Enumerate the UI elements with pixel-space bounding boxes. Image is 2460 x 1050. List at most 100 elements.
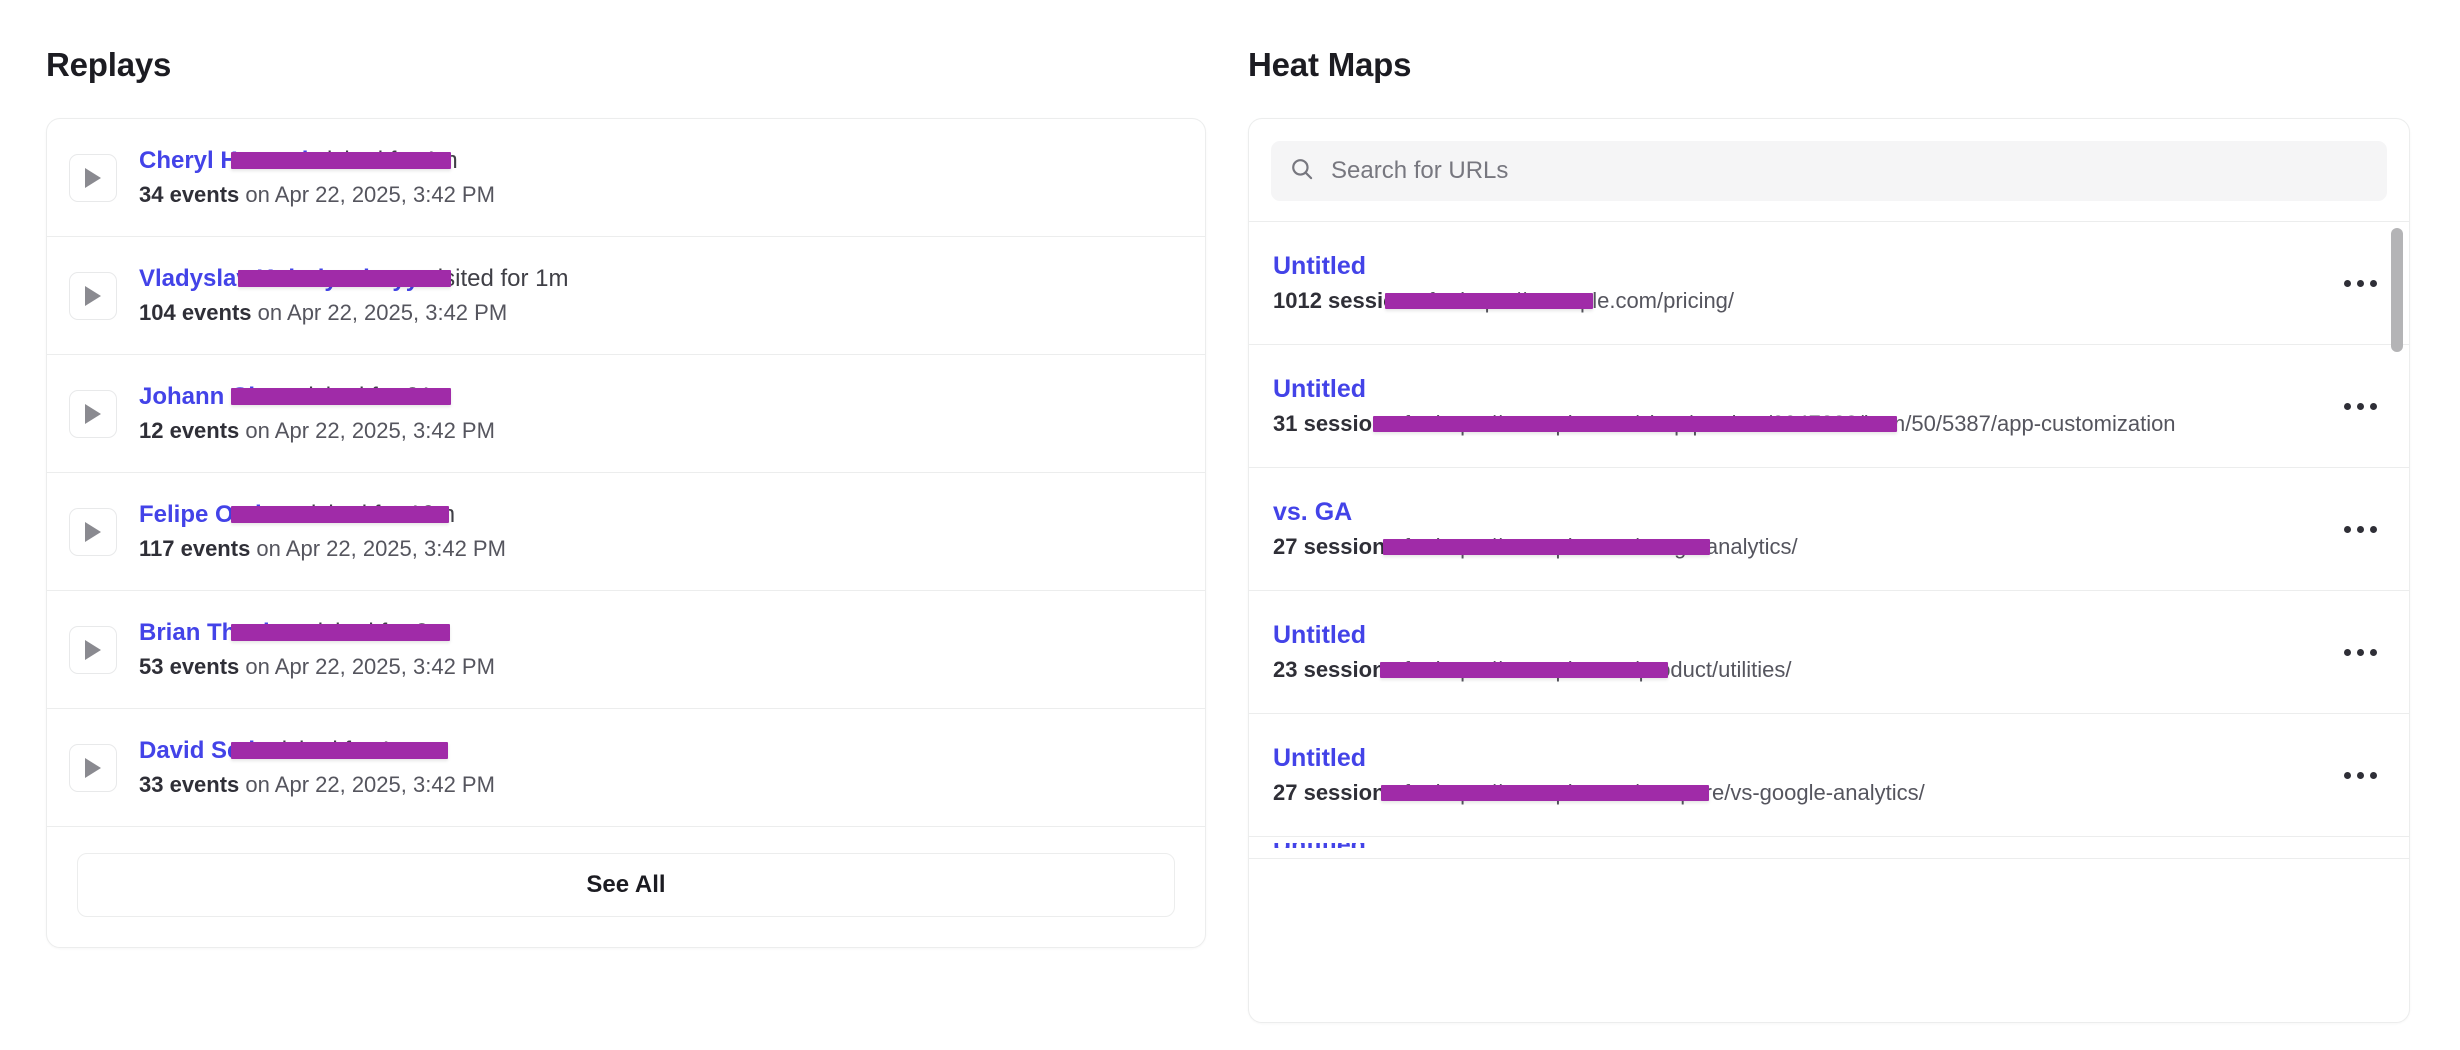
play-button[interactable]: [69, 743, 117, 792]
heatmap-url: https://example.com/product/utilities/: [1435, 657, 1792, 682]
play-button[interactable]: [69, 271, 117, 320]
replay-summary: David Seth visited for 1m: [139, 736, 1175, 766]
heatmap-for-label: for: [1397, 657, 1436, 682]
see-all-button[interactable]: See All: [77, 853, 1175, 917]
heatmap-for-label: for: [1397, 411, 1436, 436]
replay-row[interactable]: Cheryl Howard visited for 1m 34 events on…: [47, 119, 1205, 237]
play-icon: [82, 166, 104, 190]
replay-on-label: on: [239, 418, 275, 443]
replay-meta: 117 events on Apr 22, 2025, 3:42 PM: [139, 535, 1175, 563]
replay-text: Vladyslav Kolodyazhnyy visited for 1m 104…: [139, 264, 1175, 327]
heatmap-for-label: for: [1422, 288, 1461, 313]
replay-visited-label: visited for: [419, 265, 536, 292]
heatmap-title-link[interactable]: vs. GA: [1273, 498, 1353, 526]
heatmap-for-label: for: [1397, 534, 1436, 559]
replay-visited-label: visited for: [263, 737, 380, 764]
replay-summary: Brian Thacker visited for 2m: [139, 618, 1175, 648]
replay-event-count: 104 events: [139, 300, 252, 325]
heatmap-meta: 1012 sessions for https://example.com/pr…: [1273, 286, 2317, 316]
replay-summary: Cheryl Howard visited for 1m: [139, 146, 1175, 176]
replay-on-label: on: [239, 772, 275, 797]
replay-row[interactable]: Johann Cima visited for 21m 12 events on …: [47, 355, 1205, 473]
heatmaps-scrollbar-thumb[interactable]: [2391, 228, 2403, 352]
replays-list: Cheryl Howard visited for 1m 34 events on…: [47, 119, 1205, 827]
heatmap-row[interactable]: Untitled 31 sessions for https://example.…: [1249, 345, 2409, 468]
replay-row[interactable]: Vladyslav Kolodyazhnyy visited for 1m 104…: [47, 237, 1205, 355]
replay-visitor-name[interactable]: Vladyslav Kolodyazhnyy: [139, 265, 420, 292]
heatmaps-card: Untitled 1012 sessions for https://exampl…: [1248, 118, 2410, 1023]
replay-row[interactable]: David Seth visited for 1m 33 events on Ap…: [47, 709, 1205, 827]
overflow-menu-icon[interactable]: [2337, 755, 2383, 795]
heatmap-body: Untitled 1012 sessions for https://exampl…: [1273, 250, 2317, 316]
heatmap-body: Untitled 27 sessions for https://example.…: [1273, 742, 2317, 808]
heatmap-url: https://example.com/shop/product/0047283…: [1435, 411, 2176, 436]
overflow-menu-icon[interactable]: [2337, 263, 2383, 303]
replay-timestamp: Apr 22, 2025, 3:42 PM: [285, 536, 506, 561]
replay-event-count: 117 events: [139, 536, 251, 561]
heatmaps-scrollbar-track[interactable]: [2391, 222, 2403, 1022]
replay-event-count: 53 events: [139, 654, 240, 679]
see-all-container: See All: [47, 827, 1205, 947]
replay-on-label: on: [250, 536, 286, 561]
play-icon: [82, 284, 104, 308]
heatmap-row[interactable]: Untitled 1012 sessions for https://exampl…: [1249, 222, 2409, 345]
replay-visitor-name[interactable]: David Seth: [139, 737, 264, 764]
play-button[interactable]: [69, 507, 117, 556]
replay-summary: Felipe Ombre visited for 19m: [139, 500, 1175, 530]
overflow-menu-icon[interactable]: [2337, 632, 2383, 672]
replay-event-count: 34 events: [139, 182, 240, 207]
heatmap-title-link[interactable]: Untitled: [1273, 252, 1367, 280]
heatmap-url: https://example.com/pricing/: [1460, 288, 1735, 313]
play-icon: [82, 638, 104, 662]
replay-row[interactable]: Felipe Ombre visited for 19m 117 events o…: [47, 473, 1205, 591]
search-box[interactable]: [1271, 141, 2387, 201]
replay-timestamp: Apr 22, 2025, 3:42 PM: [287, 300, 508, 325]
play-icon: [82, 756, 104, 780]
heatmaps-column: Heat Maps Untitled 1012 sessions for http…: [1248, 0, 2428, 1050]
replay-text: Cheryl Howard visited for 1m 34 events on…: [139, 146, 1175, 209]
heatmap-for-label: for: [1397, 780, 1436, 805]
heatmap-row[interactable]: Untitled 27 sessions for https://example.…: [1249, 714, 2409, 837]
heatmap-title-link[interactable]: Untitled: [1273, 621, 1367, 649]
replay-row[interactable]: Brian Thacker visited for 2m 53 events on…: [47, 591, 1205, 709]
overflow-menu-icon[interactable]: [2337, 386, 2383, 426]
replay-duration: 1m: [379, 737, 413, 764]
replays-heading: Replays: [46, 46, 172, 83]
replay-duration: 21m: [405, 383, 453, 410]
heatmap-body: vs. GA 27 sessions for https://example.co…: [1273, 496, 2317, 562]
play-button[interactable]: [69, 389, 117, 438]
overflow-menu-icon[interactable]: [2337, 509, 2383, 549]
play-button[interactable]: [69, 153, 117, 202]
heatmap-title-link[interactable]: Untitled: [1273, 375, 1367, 403]
heatmap-title-link[interactable]: Untitled: [1273, 843, 2383, 848]
replay-text: Felipe Ombre visited for 19m 117 events o…: [139, 500, 1175, 563]
heatmap-meta: 27 sessions for https://example.com/usag…: [1273, 532, 2317, 562]
replay-visitor-name[interactable]: Brian Thacker: [139, 619, 300, 646]
replay-visitor-name[interactable]: Johann Cima: [139, 383, 290, 410]
replay-event-count: 12 events: [139, 418, 240, 443]
heatmap-body: Untitled 31 sessions for https://example.…: [1273, 373, 2317, 439]
replay-duration: 1m: [535, 265, 569, 292]
heatmap-row[interactable]: Untitled 23 sessions for https://example.…: [1249, 591, 2409, 714]
heatmap-meta: 27 sessions for https://example.com/comp…: [1273, 778, 2317, 808]
search-input[interactable]: [1331, 157, 2369, 185]
heatmap-row[interactable]: Untitled: [1249, 837, 2409, 859]
replay-event-count: 33 events: [139, 772, 240, 797]
play-button[interactable]: [69, 625, 117, 674]
replay-visitor-name[interactable]: Felipe Ombre: [139, 501, 293, 528]
heatmap-meta: 31 sessions for https://example.com/shop…: [1273, 409, 2317, 439]
heatmap-session-count: 31 sessions: [1273, 411, 1398, 436]
replay-visited-label: visited for: [308, 147, 425, 174]
heatmaps-list: Untitled 1012 sessions for https://exampl…: [1249, 222, 2409, 859]
replay-timestamp: Apr 22, 2025, 3:42 PM: [274, 654, 495, 679]
replay-visited-label: visited for: [299, 619, 416, 646]
replay-meta: 53 events on Apr 22, 2025, 3:42 PM: [139, 653, 1175, 681]
heatmap-session-count: 23 sessions: [1273, 657, 1398, 682]
replay-meta: 34 events on Apr 22, 2025, 3:42 PM: [139, 181, 1175, 209]
heatmap-session-count: 1012 sessions: [1273, 288, 1423, 313]
replay-on-label: on: [251, 300, 288, 325]
heatmap-title-link[interactable]: Untitled: [1273, 744, 1367, 772]
replay-visitor-name[interactable]: Cheryl Howard: [139, 147, 309, 174]
heatmap-row[interactable]: vs. GA 27 sessions for https://example.co…: [1249, 468, 2409, 591]
